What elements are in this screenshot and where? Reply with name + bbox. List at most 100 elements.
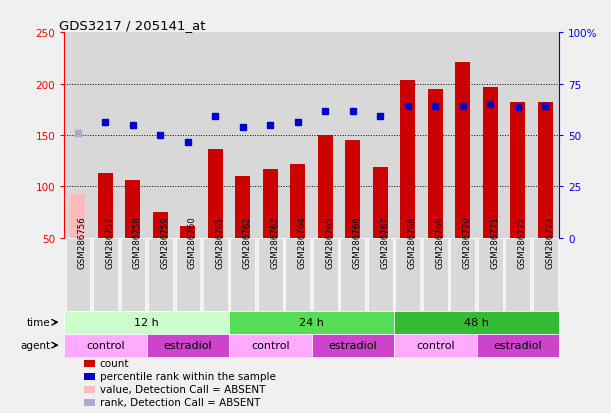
- Bar: [147, 33, 174, 238]
- FancyBboxPatch shape: [93, 238, 118, 311]
- Text: value, Detection Call = ABSENT: value, Detection Call = ABSENT: [100, 384, 265, 394]
- FancyBboxPatch shape: [229, 334, 312, 357]
- Bar: [92, 33, 119, 238]
- Bar: [84, 373, 95, 380]
- Text: time: time: [27, 318, 50, 328]
- Bar: [504, 33, 532, 238]
- Text: GSM286770: GSM286770: [463, 216, 472, 268]
- Text: GSM286767: GSM286767: [381, 216, 389, 268]
- Bar: [125, 181, 141, 238]
- Bar: [235, 177, 251, 238]
- Bar: [345, 141, 360, 238]
- Bar: [318, 135, 333, 238]
- Bar: [367, 33, 394, 238]
- Text: GSM286765: GSM286765: [326, 216, 334, 268]
- Bar: [422, 33, 449, 238]
- FancyBboxPatch shape: [65, 238, 90, 311]
- Bar: [532, 33, 559, 238]
- Text: 12 h: 12 h: [134, 318, 159, 328]
- Bar: [284, 33, 312, 238]
- Bar: [84, 399, 95, 406]
- Bar: [477, 33, 504, 238]
- Text: GSM286764: GSM286764: [298, 216, 307, 268]
- FancyBboxPatch shape: [533, 238, 558, 311]
- FancyBboxPatch shape: [450, 238, 475, 311]
- Text: estradiol: estradiol: [164, 340, 212, 350]
- Text: GSM286757: GSM286757: [106, 216, 114, 268]
- Bar: [257, 33, 284, 238]
- Bar: [449, 33, 477, 238]
- Bar: [174, 33, 202, 238]
- Bar: [64, 33, 92, 238]
- Text: control: control: [416, 340, 455, 350]
- Bar: [119, 33, 147, 238]
- FancyBboxPatch shape: [229, 311, 394, 334]
- Text: control: control: [251, 340, 290, 350]
- Bar: [510, 103, 525, 238]
- Text: GSM286759: GSM286759: [161, 216, 169, 268]
- Text: estradiol: estradiol: [329, 340, 377, 350]
- Text: GSM286756: GSM286756: [78, 216, 87, 268]
- Text: estradiol: estradiol: [494, 340, 542, 350]
- Text: GSM286772: GSM286772: [518, 216, 527, 268]
- Text: GSM286760: GSM286760: [188, 216, 197, 268]
- Text: GDS3217 / 205141_at: GDS3217 / 205141_at: [59, 19, 206, 32]
- FancyBboxPatch shape: [423, 238, 448, 311]
- Bar: [428, 90, 443, 238]
- FancyBboxPatch shape: [395, 238, 420, 311]
- FancyBboxPatch shape: [340, 238, 365, 311]
- Bar: [483, 88, 498, 238]
- Text: GSM286769: GSM286769: [436, 216, 444, 268]
- Text: GSM286766: GSM286766: [353, 216, 362, 268]
- Bar: [202, 33, 229, 238]
- FancyBboxPatch shape: [477, 334, 559, 357]
- FancyBboxPatch shape: [368, 238, 393, 311]
- Text: GSM286773: GSM286773: [546, 216, 554, 268]
- Text: agent: agent: [20, 340, 50, 350]
- Text: GSM286763: GSM286763: [271, 216, 279, 268]
- FancyBboxPatch shape: [394, 334, 477, 357]
- FancyBboxPatch shape: [120, 238, 145, 311]
- Text: count: count: [100, 358, 130, 368]
- Bar: [208, 150, 223, 238]
- FancyBboxPatch shape: [64, 311, 229, 334]
- FancyBboxPatch shape: [147, 334, 229, 357]
- Text: GSM286768: GSM286768: [408, 216, 417, 268]
- FancyBboxPatch shape: [313, 238, 338, 311]
- Text: GSM286762: GSM286762: [243, 216, 252, 268]
- FancyBboxPatch shape: [505, 238, 530, 311]
- FancyBboxPatch shape: [203, 238, 228, 311]
- FancyBboxPatch shape: [230, 238, 255, 311]
- Bar: [373, 167, 388, 238]
- Bar: [339, 33, 367, 238]
- Text: 48 h: 48 h: [464, 318, 489, 328]
- Bar: [180, 227, 196, 238]
- FancyBboxPatch shape: [175, 238, 200, 311]
- Bar: [538, 103, 553, 238]
- Bar: [394, 33, 422, 238]
- FancyBboxPatch shape: [64, 334, 147, 357]
- Text: GSM286758: GSM286758: [133, 216, 142, 268]
- Bar: [229, 33, 257, 238]
- Text: 24 h: 24 h: [299, 318, 324, 328]
- Bar: [153, 213, 168, 238]
- Text: percentile rank within the sample: percentile rank within the sample: [100, 371, 276, 381]
- FancyBboxPatch shape: [285, 238, 310, 311]
- Text: GSM286771: GSM286771: [491, 216, 499, 268]
- Bar: [84, 360, 95, 367]
- Bar: [290, 164, 306, 238]
- FancyBboxPatch shape: [478, 238, 503, 311]
- FancyBboxPatch shape: [312, 334, 394, 357]
- Text: control: control: [86, 340, 125, 350]
- Bar: [400, 81, 415, 238]
- Text: GSM286761: GSM286761: [216, 216, 224, 268]
- FancyBboxPatch shape: [258, 238, 283, 311]
- Bar: [263, 169, 278, 238]
- Text: rank, Detection Call = ABSENT: rank, Detection Call = ABSENT: [100, 397, 260, 407]
- Bar: [98, 173, 113, 238]
- Bar: [455, 63, 470, 238]
- FancyBboxPatch shape: [394, 311, 559, 334]
- Bar: [312, 33, 339, 238]
- FancyBboxPatch shape: [148, 238, 173, 311]
- Bar: [70, 194, 86, 238]
